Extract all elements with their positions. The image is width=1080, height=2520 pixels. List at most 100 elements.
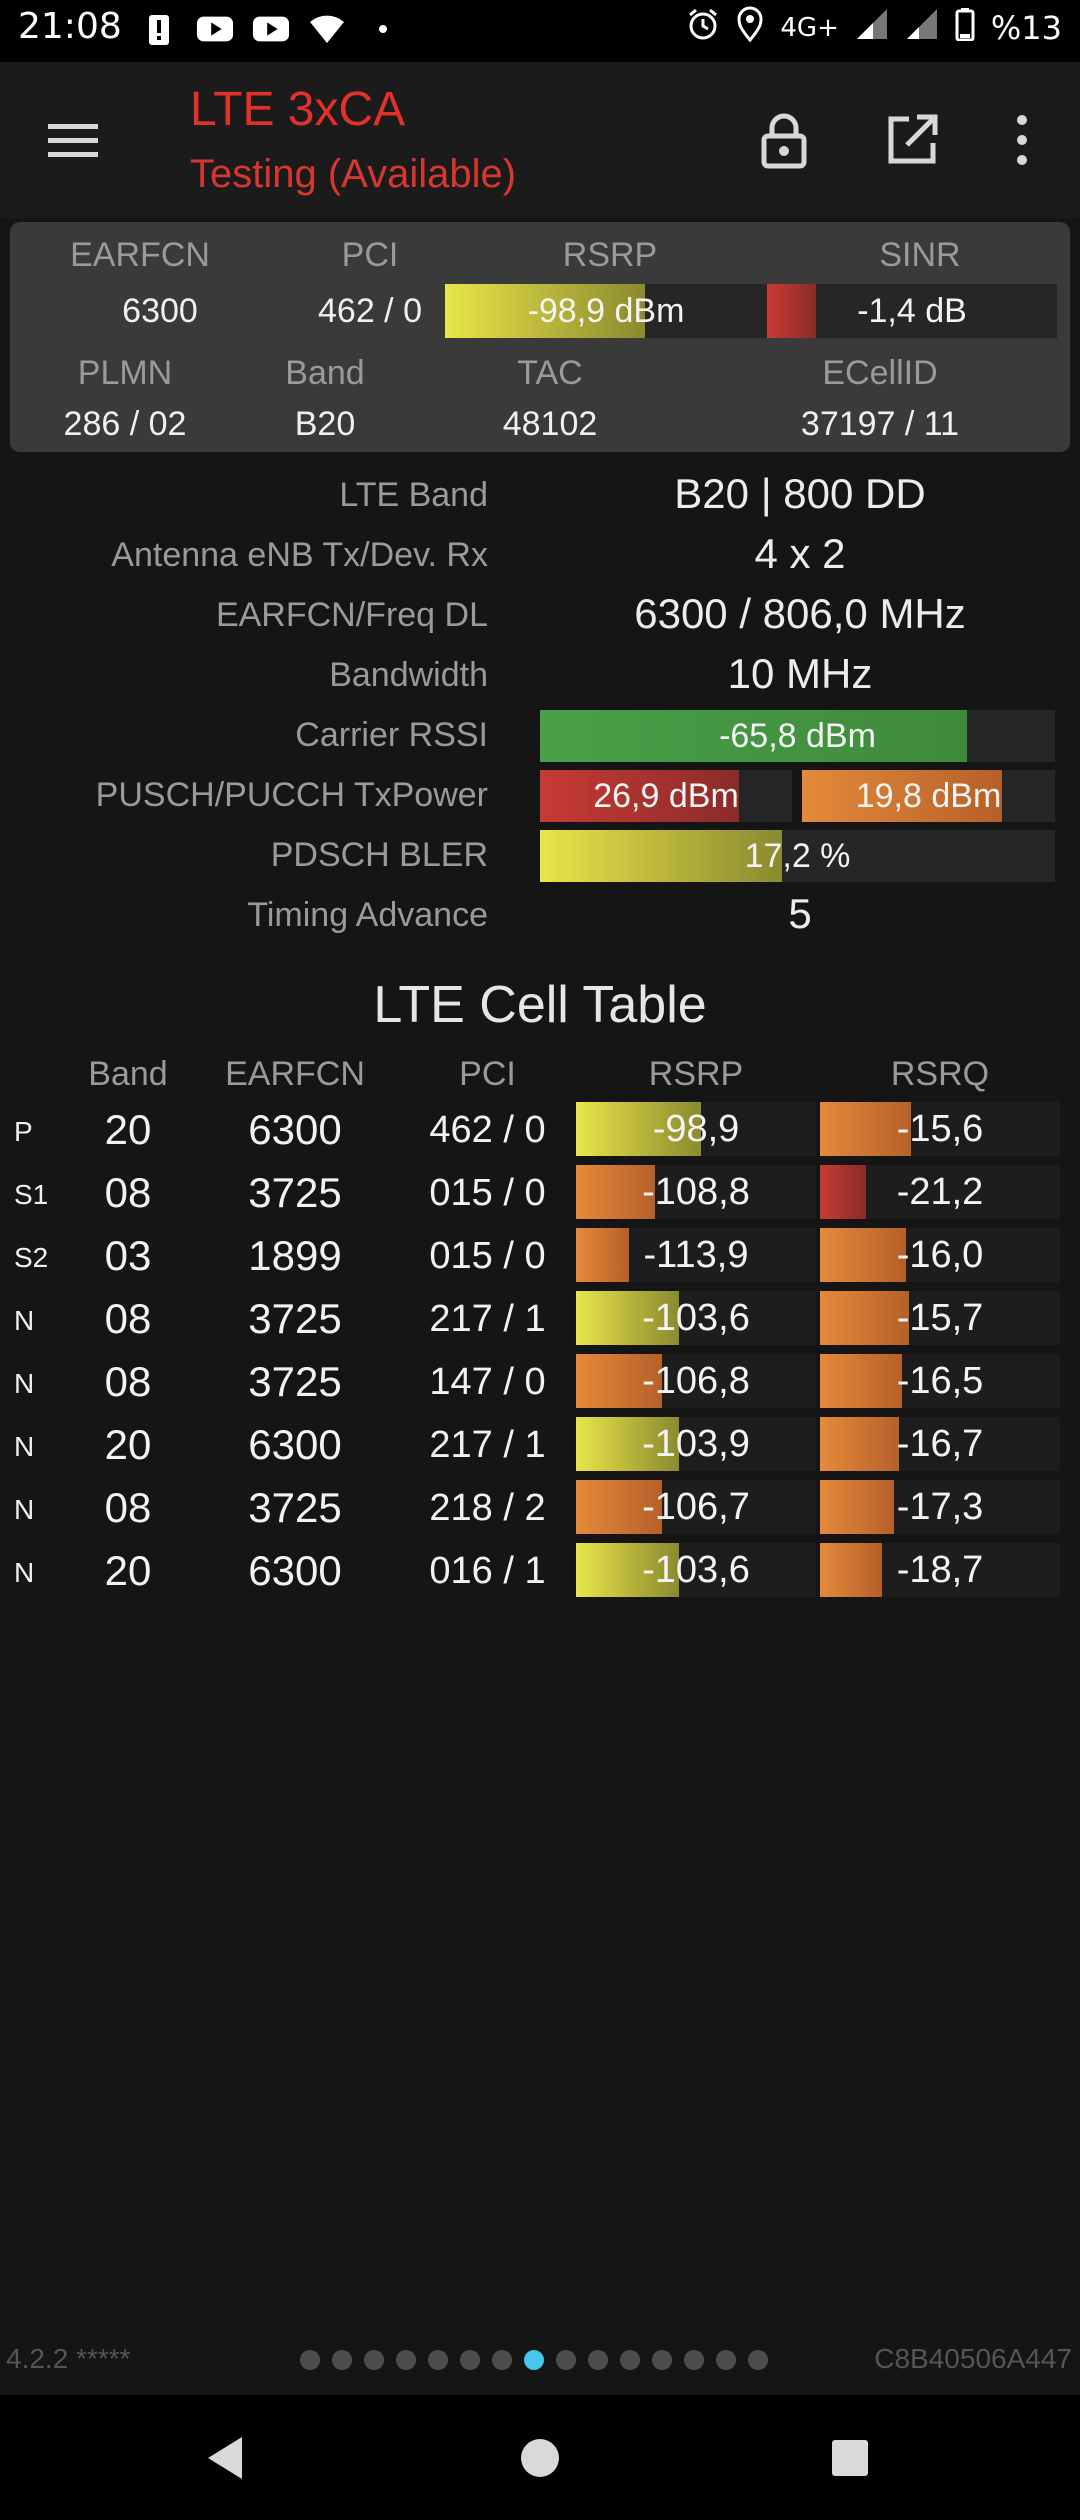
app-version: 4.2.2 ***** bbox=[6, 2343, 131, 2374]
cell-pci: 217 / 1 bbox=[429, 1298, 546, 1340]
cell-rsrp-bar: -103,9 bbox=[576, 1417, 816, 1471]
header-band: Band bbox=[88, 1055, 168, 1093]
status-time: 21:08 bbox=[18, 6, 122, 47]
rssi-bar: -65,8 dBm bbox=[540, 710, 1055, 762]
cell-rsrp-bar: -103,6 bbox=[576, 1291, 816, 1345]
cell-rsrp-bar-fill bbox=[576, 1291, 680, 1345]
network-type: 4G+ bbox=[780, 13, 839, 43]
cell-type: S1 bbox=[14, 1179, 49, 1210]
cell-earfcn: 6300 bbox=[248, 1547, 342, 1594]
header-pci: PCI bbox=[459, 1055, 516, 1093]
cell-band: 20 bbox=[104, 1421, 152, 1468]
signal-icon bbox=[905, 7, 939, 49]
cell-rsrq-bar: -15,6 bbox=[820, 1102, 1060, 1156]
cell-rsrp-value: -106,8 bbox=[642, 1359, 750, 1402]
pusch-value: 26,9 dBm bbox=[593, 776, 739, 815]
page-dot[interactable] bbox=[556, 2350, 576, 2370]
freq-label: EARFCN/Freq DL bbox=[215, 596, 488, 634]
wifi-icon bbox=[308, 10, 346, 48]
cell-band: 08 bbox=[104, 1295, 152, 1342]
pucch-bar: 19,8 dBm bbox=[802, 770, 1055, 822]
cell-rsrp-bar-fill bbox=[576, 1480, 663, 1534]
cell-rsrp-value: -103,6 bbox=[642, 1548, 750, 1591]
cell-rsrq-bar-fill bbox=[820, 1165, 866, 1219]
page-dot[interactable] bbox=[492, 2350, 512, 2370]
cell-rsrp-value: -108,8 bbox=[642, 1170, 750, 1213]
dot-icon bbox=[364, 10, 402, 48]
page-dot[interactable] bbox=[684, 2350, 704, 2370]
page-dot[interactable] bbox=[620, 2350, 640, 2370]
page-dot[interactable] bbox=[652, 2350, 672, 2370]
battery-level: %13 bbox=[990, 9, 1062, 47]
page-dot[interactable] bbox=[300, 2350, 320, 2370]
home-button[interactable] bbox=[505, 2423, 575, 2493]
battery-icon bbox=[955, 7, 975, 49]
cell-type: N bbox=[14, 1557, 35, 1588]
cell-rsrp-bar-fill bbox=[576, 1228, 629, 1282]
page-dot[interactable] bbox=[460, 2350, 480, 2370]
page-dot[interactable] bbox=[588, 2350, 608, 2370]
sinr-bar-fill bbox=[767, 284, 817, 338]
plmn-label: PLMN bbox=[77, 354, 173, 392]
cell-rsrp-bar-fill bbox=[576, 1102, 701, 1156]
tac-label: TAC bbox=[517, 354, 583, 392]
bler-label: PDSCH BLER bbox=[270, 836, 488, 874]
page-indicator[interactable] bbox=[300, 2350, 768, 2370]
cell-rsrq-bar-fill bbox=[820, 1291, 909, 1345]
cell-band: 20 bbox=[104, 1547, 152, 1594]
location-icon bbox=[736, 6, 764, 50]
earfcn-label: EARFCN bbox=[70, 236, 210, 274]
page-dot[interactable] bbox=[524, 2350, 544, 2370]
cell-rsrp-value: -106,7 bbox=[642, 1485, 750, 1528]
more-vert-icon bbox=[1017, 115, 1027, 165]
cell-rsrp-bar: -106,7 bbox=[576, 1480, 816, 1534]
page-dot[interactable] bbox=[716, 2350, 736, 2370]
page-dot[interactable] bbox=[332, 2350, 352, 2370]
cell-rsrp-bar: -103,6 bbox=[576, 1543, 816, 1597]
cell-pci: 218 / 2 bbox=[429, 1487, 546, 1529]
tac-value: 48102 bbox=[502, 405, 598, 443]
cell-rsrq-value: -16,7 bbox=[896, 1422, 984, 1465]
cell-table-title: LTE Cell Table bbox=[373, 976, 707, 1034]
page-dot[interactable] bbox=[428, 2350, 448, 2370]
menu-button[interactable] bbox=[40, 106, 110, 176]
page-dot[interactable] bbox=[748, 2350, 768, 2370]
txpower-label: PUSCH/PUCCH TxPower bbox=[95, 776, 488, 814]
cell-rsrq-value: -16,5 bbox=[896, 1359, 984, 1402]
cell-type: P bbox=[14, 1116, 33, 1147]
open-external-button[interactable] bbox=[874, 102, 950, 178]
cell-band: 08 bbox=[104, 1358, 152, 1405]
cell-rsrq-bar-fill bbox=[820, 1228, 907, 1282]
recents-icon bbox=[832, 2440, 868, 2476]
navigation-bar bbox=[0, 2395, 1080, 2520]
page-subtitle: Testing (Available) bbox=[190, 152, 517, 196]
lock-icon bbox=[761, 113, 807, 169]
cell-rsrq-bar: -17,3 bbox=[820, 1480, 1060, 1534]
rsrp-bar-fill bbox=[445, 284, 645, 338]
cell-rsrq-bar-fill bbox=[820, 1480, 895, 1534]
back-button[interactable] bbox=[190, 2423, 260, 2493]
timing-advance-label: Timing Advance bbox=[247, 896, 488, 934]
page-title: LTE 3xCA bbox=[190, 83, 406, 136]
cell-band: 03 bbox=[104, 1232, 152, 1279]
cell-rsrp-value: -98,9 bbox=[652, 1107, 740, 1150]
lock-button[interactable] bbox=[746, 102, 822, 178]
cell-rsrq-bar-fill bbox=[820, 1354, 902, 1408]
rsrp-label: RSRP bbox=[562, 236, 658, 274]
summary-panel: EARFCN PCI RSRP SINR 6300 462 / 0 -98,9 … bbox=[10, 222, 1070, 452]
recents-button[interactable] bbox=[815, 2423, 885, 2493]
cell-rsrp-bar-fill bbox=[576, 1417, 680, 1471]
more-options-button[interactable] bbox=[984, 102, 1060, 178]
page-dot[interactable] bbox=[396, 2350, 416, 2370]
rsrp-bar: -98,9 dBm bbox=[445, 284, 767, 338]
cell-rsrq-bar-fill bbox=[820, 1417, 900, 1471]
cell-rsrq-bar: -15,7 bbox=[820, 1291, 1060, 1345]
page-dot[interactable] bbox=[364, 2350, 384, 2370]
cell-rsrq-bar: -16,5 bbox=[820, 1354, 1060, 1408]
cell-type: S2 bbox=[14, 1242, 49, 1273]
menu-icon bbox=[48, 124, 98, 157]
earfcn-value: 6300 bbox=[122, 292, 198, 330]
cell-pci: 015 / 0 bbox=[429, 1235, 546, 1277]
rssi-label: Carrier RSSI bbox=[295, 716, 488, 754]
cell-rsrp-bar-fill bbox=[576, 1354, 663, 1408]
